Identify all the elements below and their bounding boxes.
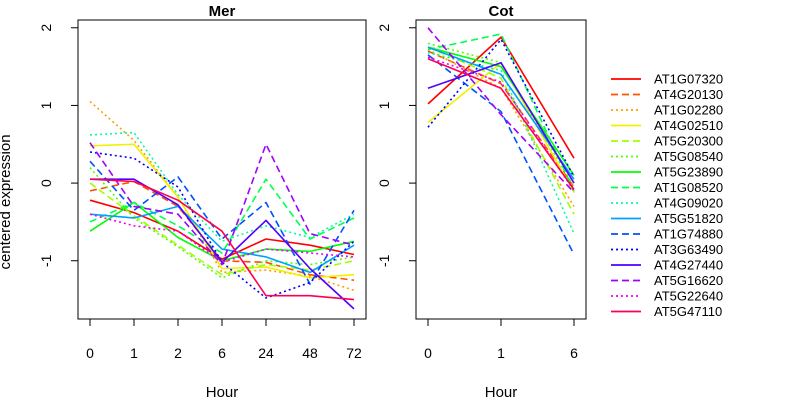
legend-item: AT1G02280 xyxy=(611,103,723,118)
series-layer xyxy=(427,27,575,255)
legend-item: AT5G22640 xyxy=(611,289,723,304)
legend-item: AT3G63490 xyxy=(611,242,723,257)
y-axis-ticks: -1 0 1 2 xyxy=(38,24,78,267)
y-tick-label: 0 xyxy=(38,179,54,187)
y-tick-label: -1 xyxy=(376,254,392,267)
series-line-at4g09020 xyxy=(427,51,575,234)
x-tick-label: 48 xyxy=(302,345,318,361)
series-line-at1g07320 xyxy=(89,199,355,261)
series-line-at1g74880 xyxy=(89,160,355,285)
y-axis-label: centered expression xyxy=(0,134,14,269)
y-tick-label: 1 xyxy=(376,101,392,109)
legend-item: AT4G02510 xyxy=(611,118,723,133)
panel-title: Cot xyxy=(489,3,514,20)
legend-label: AT1G07320 xyxy=(654,72,723,87)
legend-item: AT5G16620 xyxy=(611,273,723,288)
x-axis-label: Hour xyxy=(206,384,239,400)
series-line-at4g09020 xyxy=(89,131,355,243)
series-layer xyxy=(89,100,355,310)
series-line-at4g02510 xyxy=(89,143,355,279)
legend-label: AT4G27440 xyxy=(654,258,723,273)
series-line-at4g20130 xyxy=(427,50,575,188)
legend-label: AT1G74880 xyxy=(654,227,723,242)
x-tick-label: 24 xyxy=(258,345,274,361)
series-line-at5g16620 xyxy=(427,27,575,193)
y-tick-label: 0 xyxy=(376,179,392,187)
y-tick-label: 2 xyxy=(376,24,392,32)
y-tick-label: -1 xyxy=(38,254,54,267)
series-line-at5g47110 xyxy=(89,178,355,301)
x-tick-label: 6 xyxy=(570,345,578,361)
legend-label: AT5G22640 xyxy=(654,289,723,304)
legend-label: AT5G20300 xyxy=(654,134,723,149)
legend-label: AT3G63490 xyxy=(654,242,723,257)
series-line-at5g22640 xyxy=(89,213,355,264)
x-axis-label: Hour xyxy=(485,384,518,400)
legend-label: AT4G20130 xyxy=(654,87,723,102)
legend-label: AT5G08540 xyxy=(654,149,723,164)
legend-label: AT1G02280 xyxy=(654,103,723,118)
legend-label: AT5G16620 xyxy=(654,273,723,288)
series-line-at1g08520 xyxy=(427,33,575,192)
series-line-at1g02280 xyxy=(89,100,355,292)
legend-item: AT4G27440 xyxy=(611,258,723,273)
x-tick-label: 6 xyxy=(218,345,226,361)
legend-label: AT5G23890 xyxy=(654,165,723,180)
panel-cot: Cot 0 1 6 -1 0 1 2 Hour xyxy=(376,3,587,401)
x-tick-label: 0 xyxy=(86,345,94,361)
y-tick-label: 2 xyxy=(38,24,54,32)
series-line-at5g16620 xyxy=(89,142,355,266)
series-line-at5g47110 xyxy=(427,58,575,190)
legend-item: AT5G08540 xyxy=(611,149,723,164)
y-axis-ticks: -1 0 1 2 xyxy=(376,24,416,267)
legend-label: AT5G51820 xyxy=(654,211,723,226)
legend-label: AT4G09020 xyxy=(654,196,723,211)
x-tick-label: 72 xyxy=(346,345,362,361)
legend-label: AT4G02510 xyxy=(654,118,723,133)
legend-label: AT1G08520 xyxy=(654,180,723,195)
legend-item: AT5G51820 xyxy=(611,211,723,226)
legend-item: AT4G20130 xyxy=(611,87,723,102)
legend-item: AT5G47110 xyxy=(611,304,722,319)
series-line-at1g08520 xyxy=(89,178,355,254)
x-tick-label: 0 xyxy=(424,345,432,361)
x-axis-ticks: 0 1 2 6 24 48 72 xyxy=(86,319,362,361)
x-axis-ticks: 0 1 6 xyxy=(424,319,578,361)
series-line-at1g02280 xyxy=(427,48,575,207)
series-line-at4g27440 xyxy=(427,61,575,184)
legend-label: AT5G47110 xyxy=(654,304,722,319)
panel-title: Mer xyxy=(209,3,236,20)
legend-item: AT5G23890 xyxy=(611,165,723,180)
x-tick-label: 1 xyxy=(497,345,505,361)
legend: AT1G07320AT4G20130AT1G02280AT4G02510AT5G… xyxy=(611,72,723,319)
x-tick-label: 2 xyxy=(174,345,182,361)
x-tick-label: 1 xyxy=(130,345,138,361)
series-line-at5g20300 xyxy=(89,182,355,276)
series-line-at5g22640 xyxy=(427,56,575,192)
series-line-at1g74880 xyxy=(427,54,575,255)
legend-item: AT1G07320 xyxy=(611,72,723,87)
legend-item: AT4G09020 xyxy=(611,196,723,211)
series-line-at5g51820 xyxy=(89,205,355,274)
series-line-at1g07320 xyxy=(427,36,575,159)
legend-item: AT5G20300 xyxy=(611,134,723,149)
panel-mer: Mer 0 1 2 6 24 48 72 -1 0 1 2 Hour xyxy=(38,3,367,401)
y-tick-label: 1 xyxy=(38,101,54,109)
legend-item: AT1G08520 xyxy=(611,180,723,195)
legend-item: AT1G74880 xyxy=(611,227,723,242)
